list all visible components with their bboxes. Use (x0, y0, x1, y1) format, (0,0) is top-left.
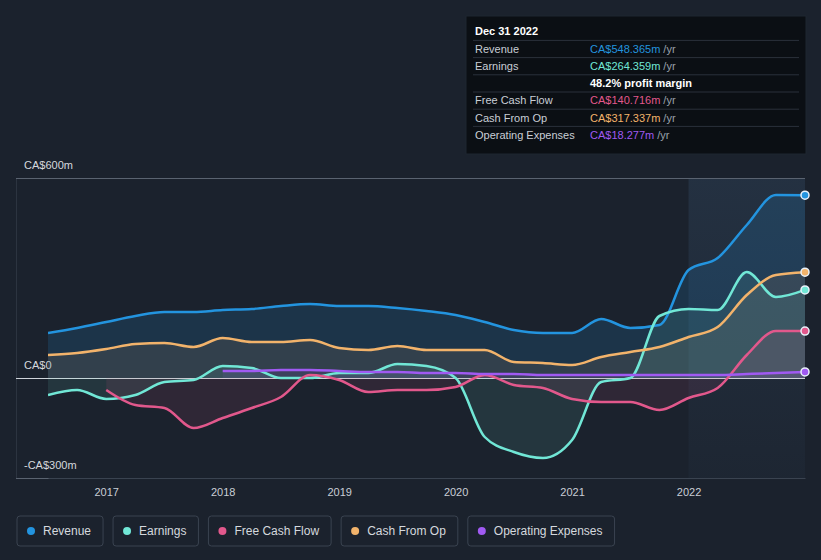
tooltip: Dec 31 2022 Revenue CA$548.365m/yr Earnings… (466, 16, 806, 154)
legend-swatch (123, 527, 131, 535)
tooltip-value: CA$548.365m (590, 43, 660, 55)
legend-item[interactable]: Free Cash Flow (208, 516, 331, 546)
x-axis-line (49, 478, 806, 479)
legend-box (17, 516, 103, 546)
x-tick-label: 2020 (444, 486, 468, 498)
end-point (801, 286, 809, 294)
x-tick-label: 2019 (327, 486, 351, 498)
legend-item[interactable]: Revenue (17, 516, 103, 546)
tooltip-unit: /yr (663, 43, 676, 55)
x-tick-label: 2017 (94, 486, 118, 498)
y-tick-label: CA$0 (24, 359, 52, 371)
series-line (106, 331, 805, 428)
tooltip-separator (473, 92, 799, 93)
grid-line (16, 178, 805, 179)
x-tick: 2022 (677, 478, 701, 498)
end-point (801, 327, 809, 335)
tooltip-label: Earnings (475, 60, 519, 72)
tooltip-unit: /yr (663, 112, 676, 124)
tooltip-value: 48.2% profit margin (590, 77, 692, 89)
legend-box (208, 516, 331, 546)
tooltip-separator (473, 126, 799, 127)
series-line (48, 272, 805, 365)
end-point (801, 268, 809, 276)
legend-swatch (27, 527, 35, 535)
tooltip-box (466, 16, 806, 154)
legend-box (113, 516, 198, 546)
tooltip-value: CA$18.277m (590, 129, 654, 141)
x-tick-label: 2022 (677, 486, 701, 498)
tooltip-label: Free Cash Flow (475, 94, 553, 106)
end-point (801, 368, 809, 376)
y-tick: -CA$300m (16, 459, 805, 479)
grid-line (16, 478, 805, 479)
y-axis: -CA$300m CA$0 CA$600m (16, 159, 805, 479)
legend-label: Revenue (43, 524, 91, 538)
tooltip-title: Dec 31 2022 (475, 25, 538, 37)
tooltip-value: CA$140.716m (590, 94, 660, 106)
legend-swatch (351, 527, 359, 535)
series-line (48, 195, 805, 333)
x-tick: 2021 (560, 478, 584, 498)
legend-box (341, 516, 458, 546)
y-axis-line (16, 179, 17, 479)
tooltip-unit: /yr (663, 94, 676, 106)
x-tick: 2017 (94, 478, 118, 498)
end-point (801, 191, 809, 199)
legend-label: Cash From Op (367, 524, 446, 538)
legend-label: Earnings (139, 524, 186, 538)
legend-swatch (218, 527, 226, 535)
legend: Revenue Earnings Free Cash Flow Cash From O… (17, 516, 615, 546)
tooltip-label: Cash From Op (475, 112, 547, 124)
legend-box (468, 516, 615, 546)
series-line (223, 370, 805, 375)
plot-area (48, 191, 809, 458)
tooltip-label: Operating Expenses (475, 129, 575, 141)
legend-swatch (478, 527, 486, 535)
x-tick: 2018 (211, 478, 235, 498)
x-tick-label: 2018 (211, 486, 235, 498)
tooltip-separator (473, 40, 799, 41)
tooltip-label: Revenue (475, 43, 519, 55)
tooltip-separator (473, 109, 799, 110)
tooltip-value: CA$264.359m (590, 60, 660, 72)
tooltip-separator (473, 74, 799, 75)
chart-container: -CA$300mCA$0CA$600m201720182019202020212… (0, 0, 821, 560)
tooltip-unit: /yr (663, 60, 676, 72)
legend-label: Operating Expenses (494, 524, 603, 538)
legend-label: Free Cash Flow (234, 524, 319, 538)
x-tick-label: 2021 (560, 486, 584, 498)
y-tick-label: -CA$300m (24, 459, 77, 471)
tooltip-unit: /yr (657, 129, 670, 141)
x-tick: 2019 (327, 478, 351, 498)
x-axis: 2017 2018 2019 2020 2021 2022 (49, 478, 806, 498)
x-tick: 2020 (444, 478, 468, 498)
y-tick: CA$600m (16, 159, 805, 179)
y-tick-label: CA$600m (24, 159, 73, 171)
chart-svg: -CA$300mCA$0CA$600m201720182019202020212… (0, 0, 821, 560)
legend-item[interactable]: Operating Expenses (468, 516, 615, 546)
legend-item[interactable]: Earnings (113, 516, 198, 546)
tooltip-separator (473, 57, 799, 58)
series-line (48, 272, 805, 458)
series-area (48, 272, 805, 458)
background (0, 0, 821, 560)
tooltip-value: CA$317.337m (590, 112, 660, 124)
legend-item[interactable]: Cash From Op (341, 516, 458, 546)
